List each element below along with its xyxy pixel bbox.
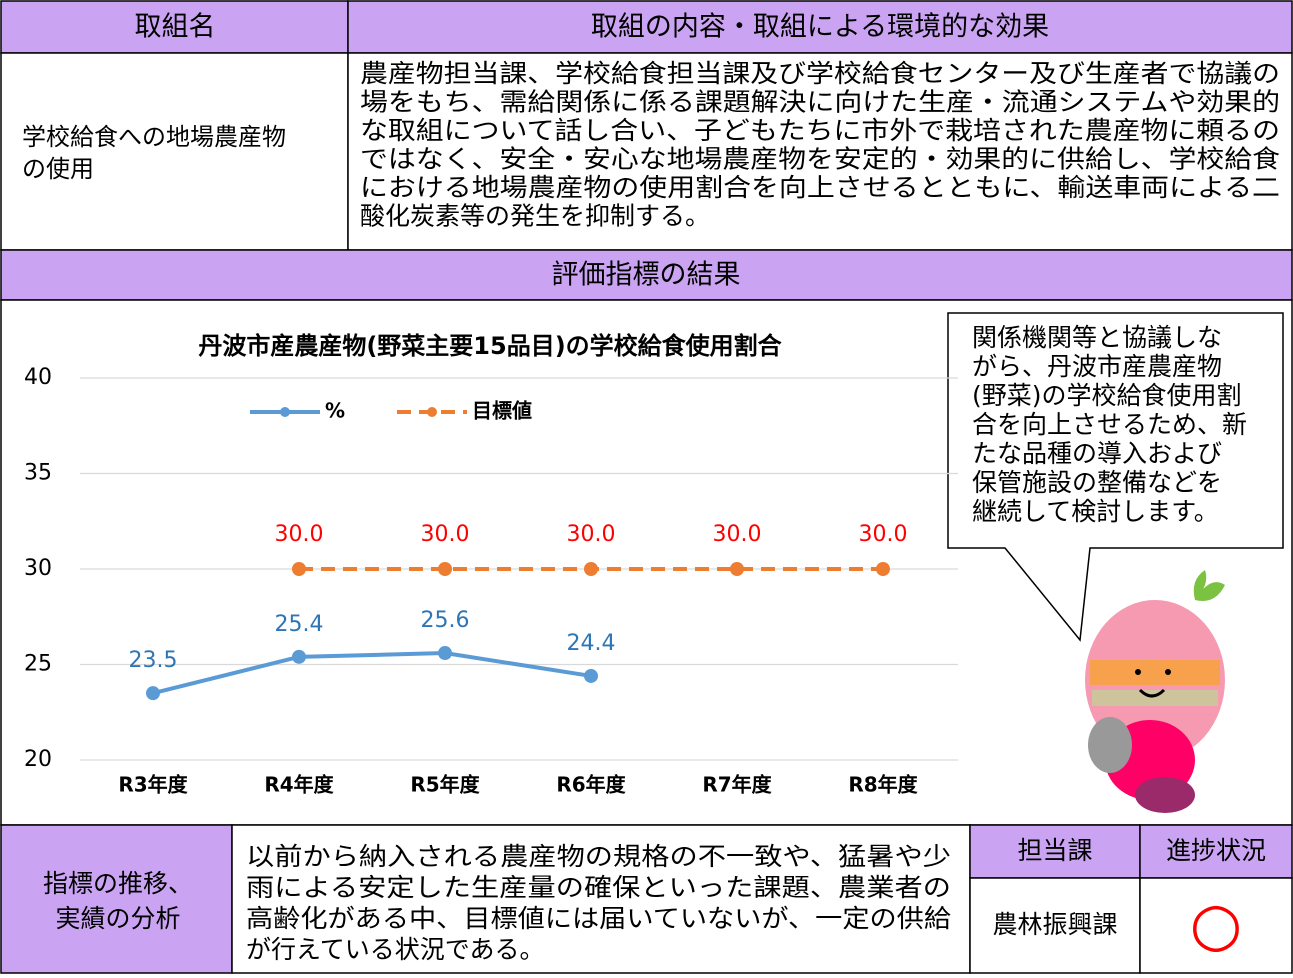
x-tick-label: R8年度 bbox=[848, 773, 918, 797]
cell bbox=[231, 824, 971, 974]
progress: ○ bbox=[1190, 890, 1242, 960]
y-tick-label: 25 bbox=[24, 652, 52, 677]
point bbox=[730, 562, 744, 576]
point bbox=[438, 646, 452, 661]
data-label: 30.0 bbox=[421, 522, 470, 547]
content-text: な取組について話し合い、子どもたちに市外で栽培された農産物に頼るの bbox=[360, 116, 1280, 145]
data-label: 30.0 bbox=[275, 522, 324, 547]
legend-marker bbox=[280, 407, 290, 417]
analysis-text: 雨による安定した生産量の確保といった課題、農業者の bbox=[246, 873, 951, 902]
data-label: 30.0 bbox=[859, 522, 908, 547]
point bbox=[146, 686, 160, 701]
data-label: 30.0 bbox=[567, 522, 616, 547]
header-cell bbox=[0, 0, 349, 54]
header-text: 取組の内容・取組による環境的な効果 bbox=[591, 12, 1049, 43]
callout-text: (野菜)の学校給食使用割 bbox=[972, 381, 1242, 410]
content-text: における地場農産物の使用割合を向上させるとともに、輸送車両による二 bbox=[360, 173, 1280, 202]
y-tick-label: 20 bbox=[24, 747, 52, 772]
callout-text: たな品種の導入および bbox=[972, 439, 1222, 468]
point bbox=[438, 562, 452, 576]
cell bbox=[1139, 877, 1293, 974]
x-tick-label: R6年度 bbox=[556, 773, 626, 797]
analysis-label: 指標の推移、 bbox=[43, 869, 193, 898]
data-label: 24.4 bbox=[567, 631, 616, 656]
x-tick-label: R4年度 bbox=[264, 773, 334, 797]
analysis-text: 以前から納入される農産物の規格の不一致や、猛暑や少 bbox=[246, 842, 951, 871]
point bbox=[292, 562, 306, 576]
x-tick-label: R5年度 bbox=[410, 773, 480, 797]
legend-marker bbox=[427, 407, 437, 417]
y-tick-label: 40 bbox=[24, 365, 52, 390]
x-tick-label: R7年度 bbox=[702, 773, 772, 797]
analysis-text: 高齢化がある中、目標値には届いていないが、一定の供給 bbox=[246, 904, 951, 933]
point bbox=[292, 649, 306, 664]
point bbox=[584, 668, 598, 683]
header-text: 評価指標の結果 bbox=[552, 260, 741, 291]
analysis-text: が行えている状況である。 bbox=[246, 935, 545, 964]
point bbox=[876, 562, 890, 576]
point bbox=[584, 562, 598, 576]
cell bbox=[0, 52, 349, 251]
callout-text: がら、丹波市産農産物 bbox=[972, 352, 1222, 381]
callout-text: 保管施設の整備などを bbox=[972, 468, 1222, 497]
callout-text: 関係機関等と協議しな bbox=[972, 323, 1222, 352]
cell bbox=[969, 877, 1141, 974]
dept: 農林振興課 bbox=[992, 910, 1117, 939]
legend-label: 目標値 bbox=[472, 399, 532, 423]
data-label: 25.4 bbox=[275, 612, 324, 637]
mascot bbox=[1085, 570, 1225, 813]
header-cell bbox=[347, 0, 1293, 54]
content-text: 場をもち、需給関係に係る課題解決に向けた生産・流通システムや効果的 bbox=[360, 88, 1280, 117]
callout-text: 継続して検討します。 bbox=[972, 497, 1219, 526]
initiative-name: 学校給食への地場農産物 bbox=[22, 123, 286, 151]
header-cell bbox=[0, 249, 1293, 301]
y-tick-label: 30 bbox=[24, 556, 52, 581]
analysis-label: 実績の分析 bbox=[55, 904, 180, 933]
header-text: 進捗状況 bbox=[1166, 836, 1266, 865]
header-text: 取組名 bbox=[135, 12, 216, 43]
content-text: 農産物担当課、学校給食担当課及び学校給食センター及び生産者で協議の bbox=[360, 59, 1280, 88]
header-cell bbox=[0, 824, 233, 974]
header-text: 担当課 bbox=[1017, 836, 1092, 865]
data-label: 25.6 bbox=[421, 608, 470, 633]
chart-title: 丹波市産農産物(野菜主要15品目)の学校給食使用割合 bbox=[198, 332, 782, 360]
callout bbox=[947, 312, 1284, 642]
callout-text: 合を向上させるため、新 bbox=[972, 410, 1247, 439]
y-tick-label: 35 bbox=[24, 461, 52, 486]
series-line bbox=[152, 651, 592, 696]
cell bbox=[347, 52, 1293, 251]
data-label: 30.0 bbox=[713, 522, 762, 547]
legend-label: % bbox=[325, 399, 345, 423]
content-text: ではなく、安全・安心な地場農産物を安定的・効果的に供給し、学校給食 bbox=[360, 145, 1280, 174]
content-text: 酸化炭素等の発生を抑制する。 bbox=[360, 202, 710, 231]
data-label: 23.5 bbox=[129, 648, 178, 673]
x-tick-label: R3年度 bbox=[118, 773, 188, 797]
initiative-name: の使用 bbox=[22, 155, 94, 183]
header-cell bbox=[1139, 824, 1293, 879]
